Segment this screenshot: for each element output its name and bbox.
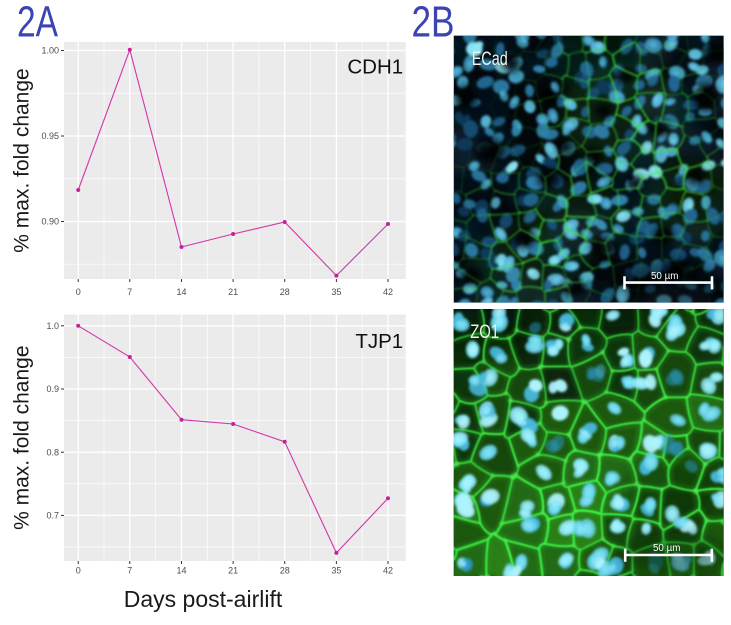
svg-text:0.7: 0.7 [46,511,59,521]
svg-text:21: 21 [228,287,238,297]
svg-text:50 µm: 50 µm [651,271,678,282]
svg-text:0: 0 [76,287,81,297]
svg-text:% max. fold change: % max. fold change [11,68,34,252]
svg-text:42: 42 [383,566,393,576]
svg-text:2A: 2A [17,0,58,47]
svg-text:0.8: 0.8 [46,447,59,457]
svg-text:0.95: 0.95 [41,131,59,141]
svg-text:35: 35 [331,287,341,297]
svg-text:28: 28 [280,287,290,297]
svg-text:7: 7 [127,566,132,576]
svg-text:7: 7 [127,287,132,297]
svg-text:14: 14 [176,566,186,576]
svg-text:1.0: 1.0 [46,321,59,331]
svg-text:ZO1: ZO1 [470,322,499,343]
svg-text:TJP1: TJP1 [355,330,403,353]
svg-text:2B: 2B [412,0,455,47]
svg-text:0: 0 [76,566,81,576]
svg-text:0.90: 0.90 [41,217,59,227]
svg-text:Days post-airlift: Days post-airlift [124,586,283,612]
svg-text:28: 28 [280,566,290,576]
svg-text:14: 14 [176,287,186,297]
svg-text:50 µm: 50 µm [653,543,680,554]
svg-text:35: 35 [331,566,341,576]
svg-text:0.9: 0.9 [46,384,59,394]
svg-text:% max. fold change: % max. fold change [11,345,34,529]
svg-text:CDH1: CDH1 [347,56,403,79]
svg-text:ECad: ECad [472,49,508,70]
svg-text:21: 21 [228,566,238,576]
svg-text:42: 42 [383,287,393,297]
svg-text:1.00: 1.00 [41,46,59,56]
